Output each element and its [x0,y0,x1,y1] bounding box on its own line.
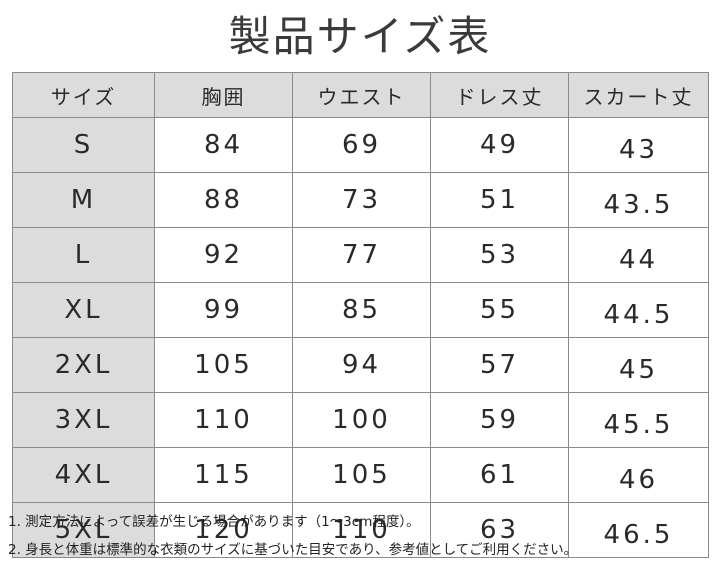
size-cell: XL [12,282,155,338]
table-row: L 92 77 53 44 [12,227,709,283]
header-bust: 胸囲 [154,72,293,118]
header-size: サイズ [12,72,155,118]
dress-length-cell: 61 [430,447,569,503]
skirt-length-cell: 45 [568,337,709,393]
bust-cell: 92 [154,227,293,283]
waist-cell: 94 [292,337,431,393]
bust-cell: 110 [154,392,293,448]
size-cell: S [12,117,155,173]
dress-length-cell: 55 [430,282,569,338]
notes: 1. 測定方法によって誤差が生じる場合があります（1〜3cm程度）。 2. 身長… [8,508,718,564]
table-header-row: サイズ 胸囲 ウエスト ドレス丈 スカート丈 [12,72,709,118]
waist-cell: 105 [292,447,431,503]
waist-cell: 85 [292,282,431,338]
table-row: 3XL 110 100 59 45.5 [12,392,709,448]
dress-length-cell: 63 [430,502,569,558]
dress-length-cell: 53 [430,227,569,283]
dress-length-cell: 57 [430,337,569,393]
bust-cell: 105 [154,337,293,393]
skirt-length-cell: 44 [568,227,709,283]
header-skirt-length: スカート丈 [568,72,709,118]
skirt-length-cell: 46 [568,447,709,503]
waist-cell: 100 [292,392,431,448]
skirt-length-cell: 43.5 [568,172,709,228]
size-cell: 5XL [12,502,155,558]
size-cell: 2XL [12,337,155,393]
page-title: 製品サイズ表 [228,12,492,61]
skirt-length-cell: 44.5 [568,282,709,338]
bust-cell: 84 [154,117,293,173]
waist-cell: 77 [292,227,431,283]
waist-cell: 69 [292,117,431,173]
table-row: M 88 73 51 43.5 [12,172,709,228]
dress-length-cell: 51 [430,172,569,228]
skirt-length-cell: 45.5 [568,392,709,448]
skirt-length-cell: 46.5 [568,502,709,558]
size-cell: 4XL [12,447,155,503]
bust-cell: 88 [154,172,293,228]
note-reference-values: 2. 身長と体重は標準的な衣類のサイズに基づいた目安であり、参考値としてご利用く… [8,542,578,558]
waist-cell: 110 [292,502,431,558]
table-row: 5XL 120 110 63 46.5 [12,502,709,558]
table-row: 4XL 115 105 61 46 [12,447,709,503]
bust-cell: 99 [154,282,293,338]
size-cell: L [12,227,155,283]
table-row: XL 99 85 55 44.5 [12,282,709,338]
header-waist: ウエスト [292,72,431,118]
bust-cell: 115 [154,447,293,503]
size-cell: M [12,172,155,228]
table-row: S 84 69 49 43 [12,117,709,173]
skirt-length-cell: 43 [568,117,709,173]
dress-length-cell: 59 [430,392,569,448]
size-cell: 3XL [12,392,155,448]
table-row: 2XL 105 94 57 45 [12,337,709,393]
waist-cell: 73 [292,172,431,228]
size-table: サイズ 胸囲 ウエスト ドレス丈 スカート丈 S 84 69 49 43 M 8… [12,72,709,558]
header-dress-length: ドレス丈 [430,72,569,118]
note-measurement-error: 1. 測定方法によって誤差が生じる場合があります（1〜3cm程度）。 [8,514,420,530]
dress-length-cell: 49 [430,117,569,173]
